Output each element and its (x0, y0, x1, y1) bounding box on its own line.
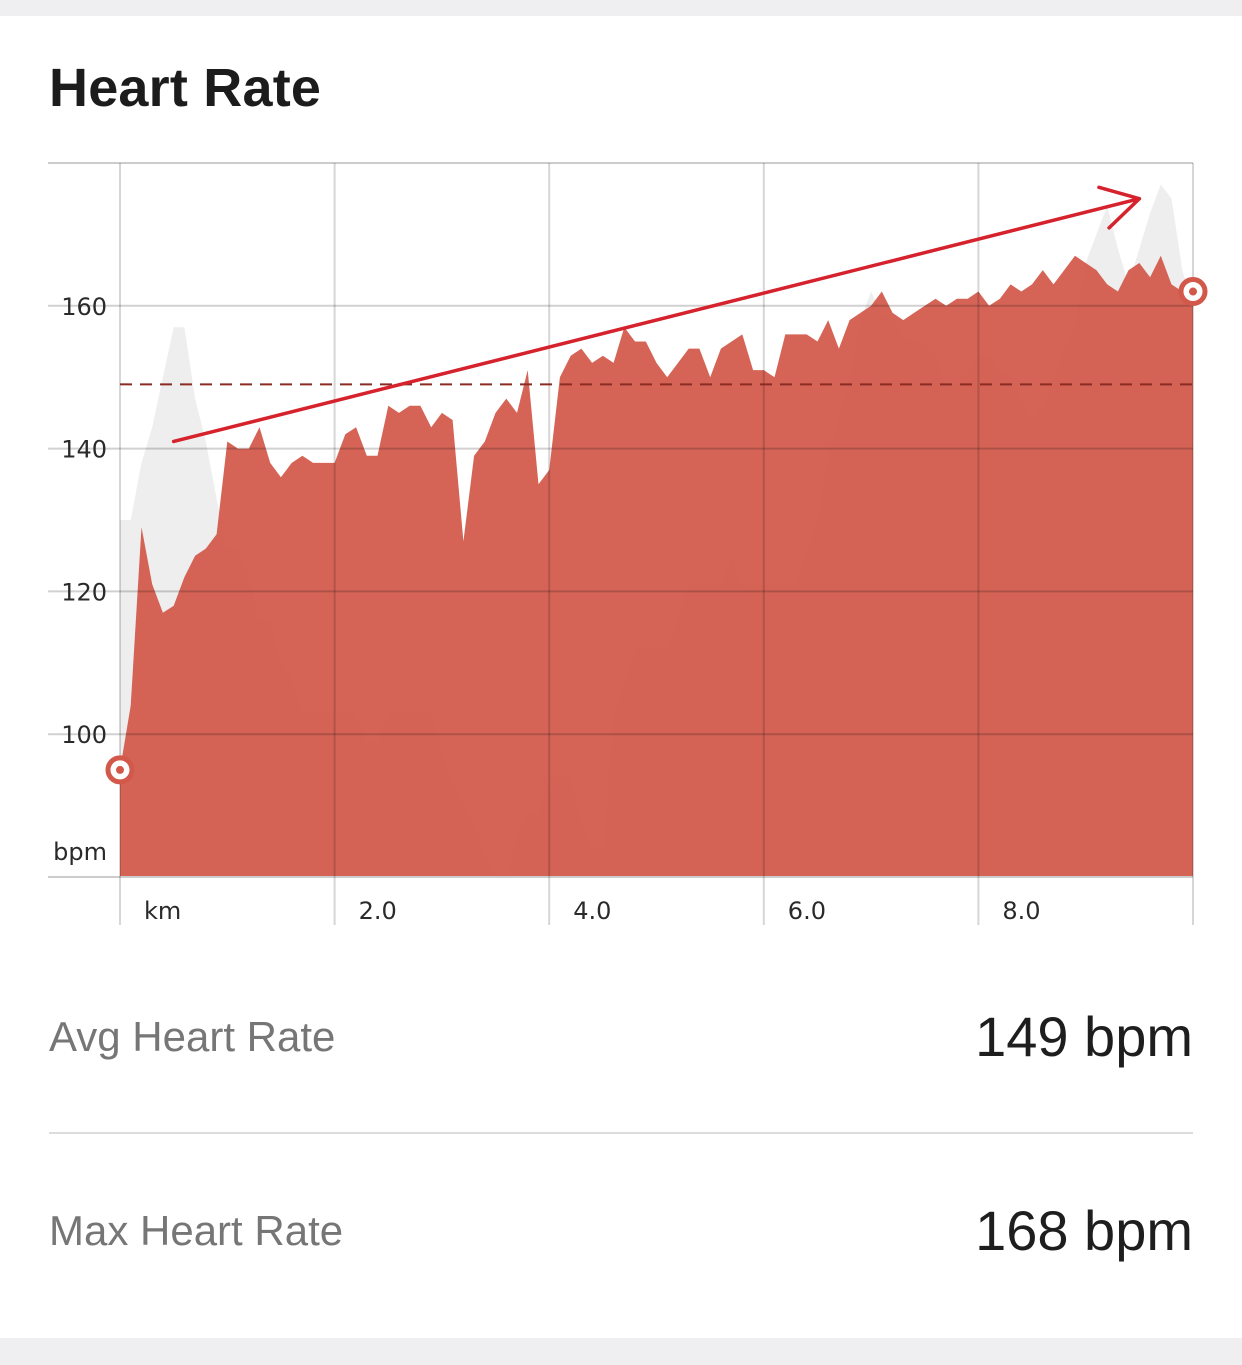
trend-arrow-head (1097, 185, 1142, 230)
trend-arrow-line (171, 196, 1142, 444)
x-tick-label: 8.0 (1002, 897, 1040, 925)
avg-heart-rate-row: Avg Heart Rate 149 bpm (49, 997, 1193, 1077)
heart-rate-area (120, 255, 1193, 878)
card-title: Heart Rate (49, 58, 322, 118)
marker-end-dot (1189, 287, 1197, 296)
x-tick-label: 2.0 (359, 897, 397, 925)
marker-start-dot (116, 765, 124, 774)
avg-heart-rate-label: Avg Heart Rate (49, 1013, 336, 1060)
heart-rate-card: Heart Rate 100 120 140 160 bpm km 2.0 4.0 6.0 8.0… (0, 16, 1242, 1338)
stats-divider (49, 1132, 1193, 1134)
x-tick-label: 6.0 (788, 897, 826, 925)
max-heart-rate-label: Max Heart Rate (49, 1207, 344, 1254)
x-tick-label: 4.0 (573, 897, 611, 925)
heart-rate-chart: 100 120 140 160 bpm km 2.0 4.0 6.0 8.0 (48, 162, 1208, 925)
y-tick-label: 160 (61, 293, 107, 321)
avg-heart-rate-value: 149 bpm (975, 1005, 1193, 1068)
y-tick-label: 140 (61, 436, 107, 464)
max-heart-rate-value: 168 bpm (975, 1199, 1193, 1262)
max-heart-rate-row: Max Heart Rate 168 bpm (49, 1191, 1193, 1271)
x-tick-label: km (144, 897, 181, 925)
y-axis-label: bpm (53, 838, 107, 866)
y-tick-label: 120 (61, 578, 107, 606)
y-tick-label: 100 (61, 721, 107, 749)
